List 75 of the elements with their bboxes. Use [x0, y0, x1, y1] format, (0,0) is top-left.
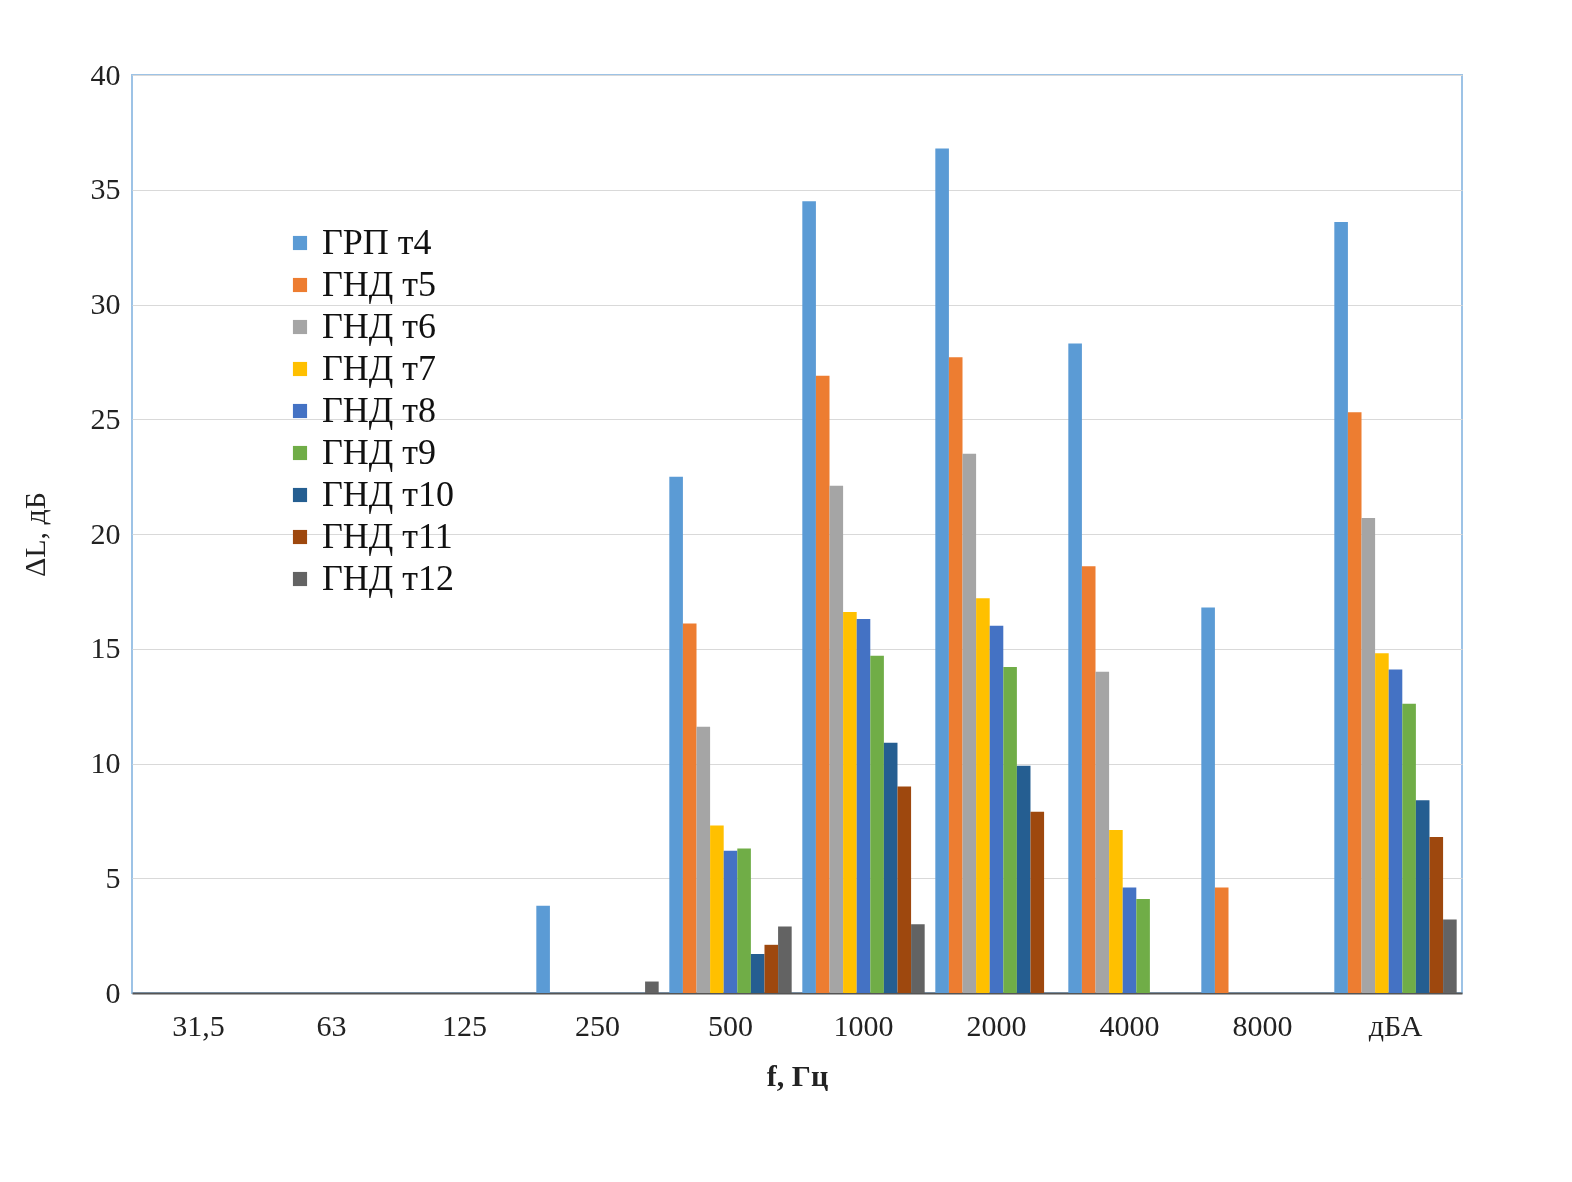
bar: [696, 726, 711, 993]
bar: [1109, 830, 1123, 993]
bar: [737, 848, 751, 993]
bar: [723, 850, 738, 993]
bar: [764, 944, 779, 993]
y-tick-label: 5: [105, 860, 121, 894]
x-tick-label: 31,5: [172, 1008, 225, 1042]
bar: [989, 625, 1004, 993]
bar: [1030, 811, 1045, 993]
bar: [669, 476, 683, 993]
bar: [1334, 221, 1348, 993]
legend-label: ГНД т10: [322, 474, 455, 514]
bar: [815, 375, 830, 993]
bar: [897, 786, 912, 993]
x-tick-label: 1000: [833, 1008, 894, 1042]
legend-label: ГНД т8: [322, 390, 437, 430]
legend-label: ГНД т7: [322, 348, 437, 388]
legend-label: ГНД т9: [322, 432, 437, 472]
x-tick-label: 2000: [966, 1008, 1027, 1042]
bar: [1136, 898, 1150, 993]
bar: [911, 924, 925, 993]
bar: [870, 655, 884, 993]
x-tick-label: 4000: [1099, 1008, 1160, 1042]
bar: [935, 148, 949, 993]
bar: [948, 357, 963, 993]
y-tick-label: 35: [90, 172, 121, 206]
bar: [1016, 765, 1031, 993]
y-tick-label: 0: [105, 975, 121, 1009]
bar: [1068, 343, 1082, 993]
bar: [682, 623, 697, 993]
bar: [1201, 607, 1215, 993]
y-tick-label: 25: [90, 401, 121, 435]
bar: [856, 618, 871, 993]
bar: [750, 953, 765, 993]
x-tick-label: 125: [442, 1008, 487, 1042]
bar: [1347, 412, 1362, 993]
x-tick-label: 8000: [1232, 1008, 1293, 1042]
bar: [1081, 566, 1096, 993]
bar: [1214, 887, 1229, 993]
bar: [1122, 887, 1137, 993]
y-tick-label: 15: [90, 631, 121, 665]
legend-label: ГНД т5: [322, 264, 437, 304]
legend-label: ГНД т11: [322, 516, 453, 556]
bar: [883, 742, 898, 993]
x-tick-label: 63: [316, 1008, 347, 1042]
bar: [1003, 667, 1017, 993]
bar: [829, 485, 844, 993]
bar: [1361, 517, 1376, 993]
bar: [1415, 800, 1430, 993]
legend-label: ГНД т12: [322, 558, 455, 598]
bar: [1388, 669, 1403, 993]
x-tick-label: дБА: [1368, 1008, 1423, 1042]
bar: [843, 612, 857, 993]
bar: [645, 981, 659, 993]
legend-label: ГРП т4: [322, 222, 432, 262]
bar: [1443, 919, 1457, 993]
bar: [1402, 703, 1416, 993]
bar: [778, 926, 792, 993]
y-tick-label: 20: [90, 516, 121, 550]
y-axis-title: ΔL, дБ: [17, 491, 51, 578]
legend-label: ГНД т6: [322, 306, 437, 346]
bar: [536, 905, 550, 993]
y-tick-label: 10: [90, 746, 121, 779]
bar: [962, 453, 977, 993]
bar: [1095, 671, 1110, 993]
bar: [710, 825, 724, 993]
bar: [1375, 653, 1389, 993]
bar: [802, 201, 816, 993]
x-tick-label: 500: [708, 1008, 753, 1042]
y-tick-label: 40: [90, 57, 121, 91]
bar: [976, 598, 990, 993]
bar: [1429, 836, 1444, 993]
y-tick-label: 30: [90, 287, 121, 320]
x-axis-title: f, Гц: [766, 1058, 829, 1092]
x-tick-label: 250: [575, 1008, 620, 1042]
